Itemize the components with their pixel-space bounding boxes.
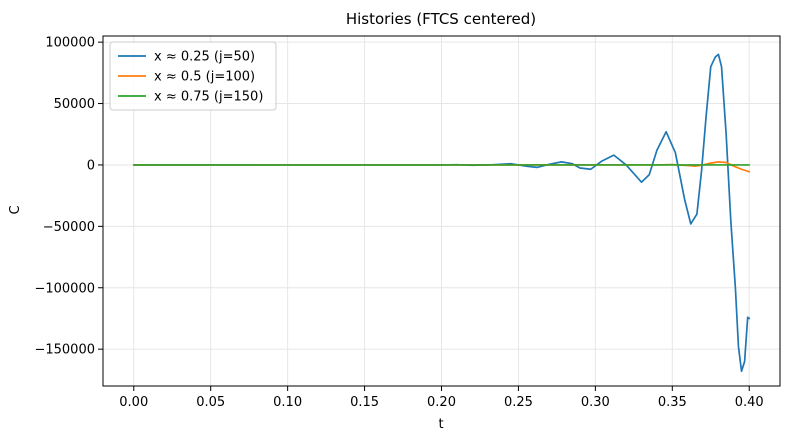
- x-tick-label: 0.25: [504, 395, 533, 410]
- x-tick-label: 0.35: [658, 395, 687, 410]
- series-group: [132, 53, 751, 373]
- y-tick-label: −150000: [34, 343, 95, 358]
- x-tick-label: 0.10: [273, 395, 302, 410]
- y-tick-label: 100000: [45, 36, 95, 51]
- y-tick-label: −100000: [34, 281, 95, 296]
- x-tick-label: 0.05: [196, 395, 225, 410]
- legend-box: [109, 41, 277, 111]
- legend-label: x ≈ 0.75 (j=150): [154, 90, 263, 105]
- x-tick-label: 0.00: [119, 395, 148, 410]
- chart-title: Histories (FTCS centered): [346, 10, 536, 28]
- legend-label: x ≈ 0.5 (j=100): [154, 70, 255, 85]
- y-axis-label: C: [8, 205, 23, 214]
- y-tick-label: 0: [87, 158, 95, 173]
- x-tick-label: 0.20: [427, 395, 456, 410]
- x-tick-label: 0.15: [350, 395, 379, 410]
- axes: 0.00 0.05 0.10 0.15 0.20 0.25 0.30 0.35 0.40 −150…: [34, 35, 781, 410]
- y-tick-label: −50000: [43, 220, 95, 235]
- legend-label: x ≈ 0.25 (j=50): [154, 50, 255, 65]
- x-tick-label: 0.30: [581, 395, 610, 410]
- legend: x ≈ 0.25 (j=50) x ≈ 0.5 (j=100) x ≈ 0.75 (…: [109, 41, 277, 111]
- x-axis-label: t: [438, 417, 443, 432]
- plot-frame: [102, 35, 781, 387]
- y-tick-label: 50000: [54, 97, 95, 112]
- x-tick-label: 0.40: [735, 395, 764, 410]
